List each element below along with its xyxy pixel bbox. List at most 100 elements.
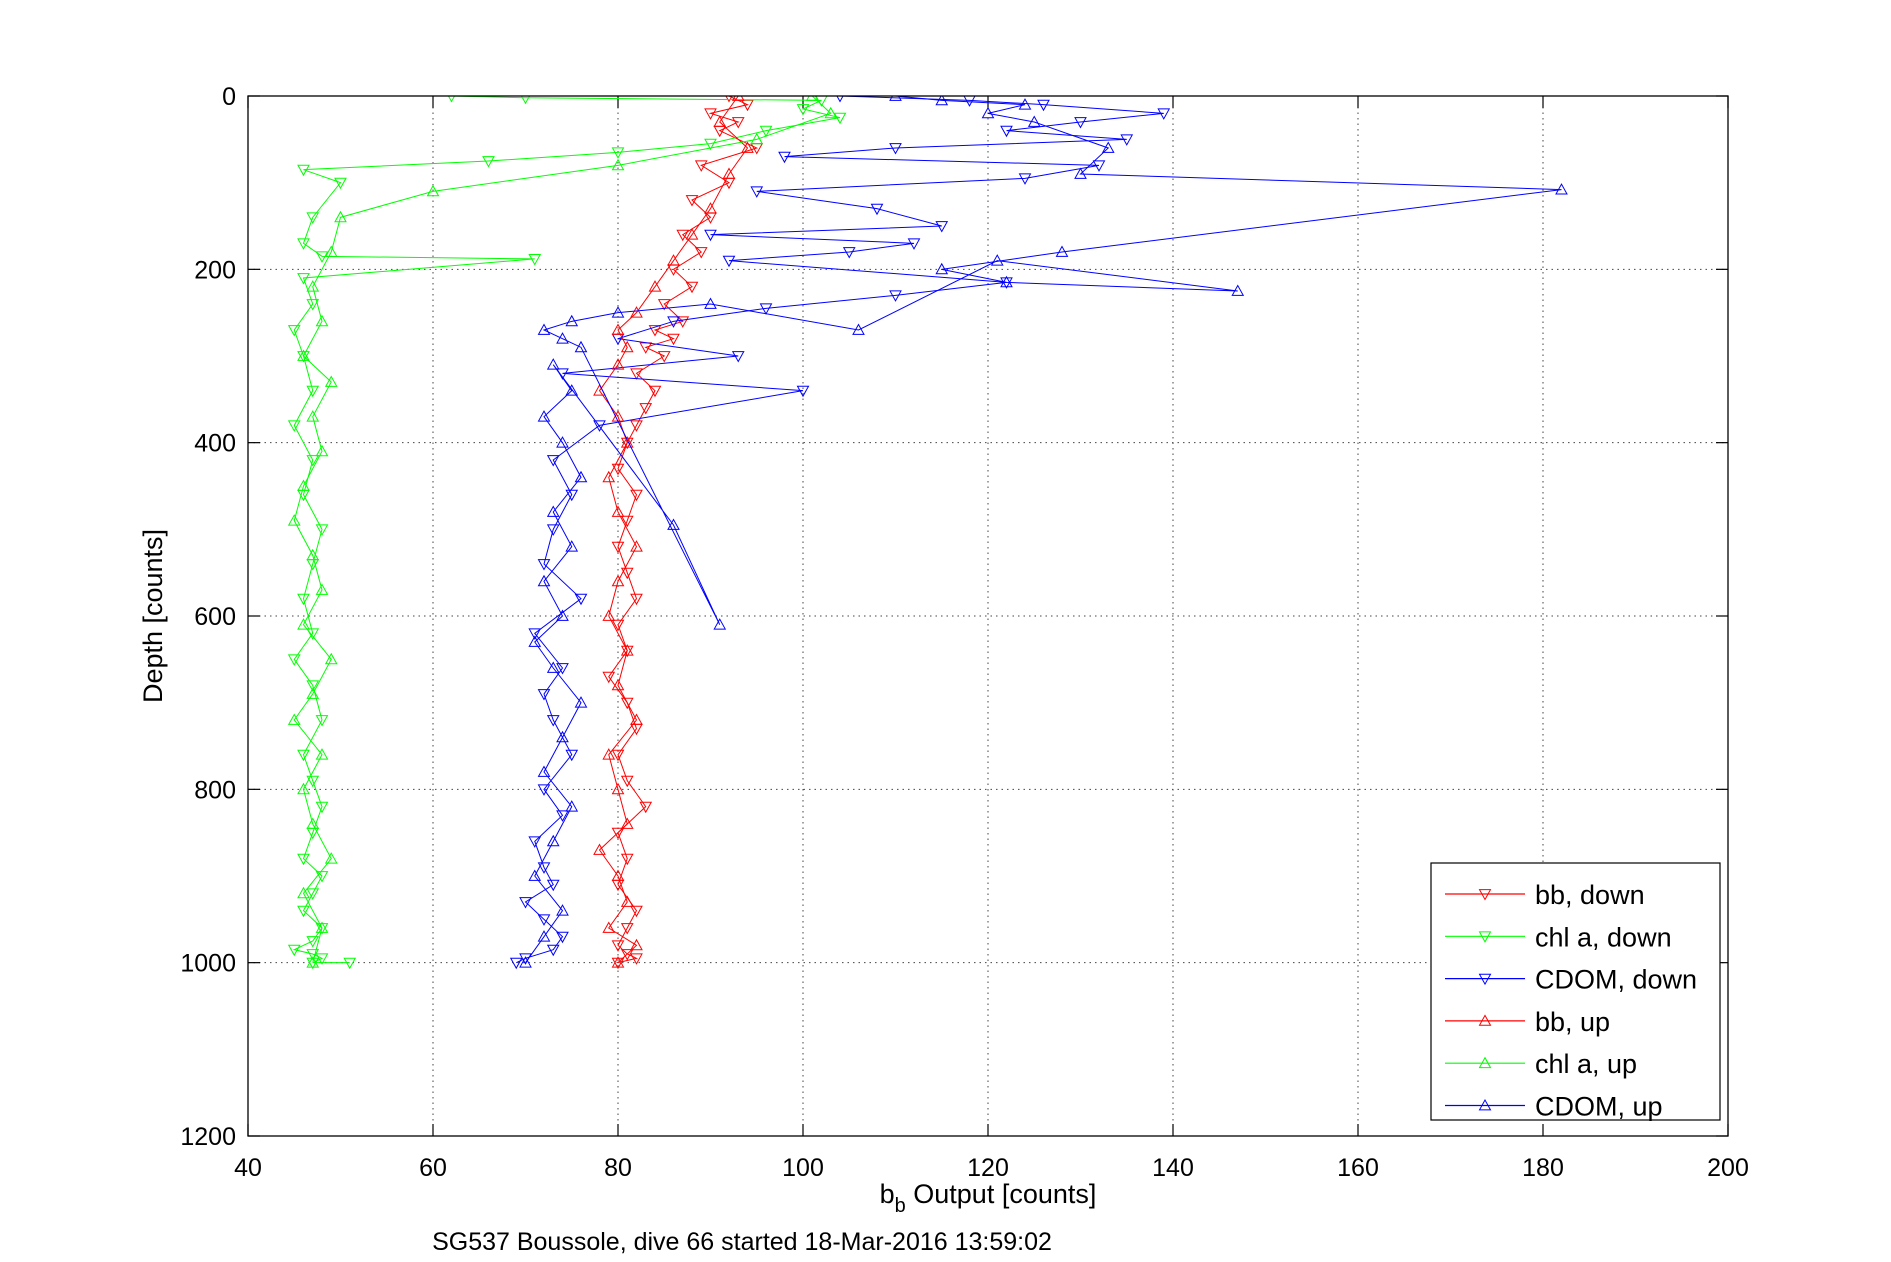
x-axis-label-rest: Output [counts]	[906, 1179, 1097, 1209]
x-tick-label: 40	[234, 1154, 262, 1182]
data-point	[297, 618, 310, 630]
data-point	[935, 262, 949, 275]
x-tick-label: 80	[604, 1154, 632, 1182]
data-point	[324, 245, 338, 257]
data-point	[556, 609, 569, 621]
data-point	[694, 247, 708, 259]
data-point	[343, 957, 357, 970]
data-point	[334, 210, 347, 223]
legend-marker	[1478, 931, 1492, 943]
data-point	[731, 351, 745, 363]
data-point	[297, 238, 310, 250]
legend-label: bb, down	[1535, 880, 1645, 910]
legend-marker	[1478, 1056, 1492, 1069]
data-point	[297, 593, 310, 606]
data-point	[565, 540, 579, 552]
data-point	[565, 314, 579, 327]
data-point	[315, 314, 329, 327]
data-point	[620, 817, 634, 829]
data-point	[611, 463, 625, 476]
data-point	[537, 914, 551, 926]
data-point	[833, 112, 847, 125]
legend: bb, down chl a, down CDOM, down bb, up chl a…	[1430, 862, 1721, 1122]
data-point	[315, 251, 329, 263]
data-point	[315, 871, 329, 883]
series-line	[608, 96, 759, 964]
data-point	[593, 420, 606, 432]
data-point	[611, 957, 625, 970]
data-point	[528, 254, 542, 266]
series-line	[525, 96, 1562, 963]
x-tick-label: 60	[419, 1154, 447, 1182]
data-point	[657, 299, 671, 311]
data-point	[306, 775, 320, 788]
data-point	[630, 306, 643, 318]
data-point	[426, 184, 440, 197]
series-line	[516, 96, 1164, 964]
data-point	[528, 628, 542, 640]
data-point	[537, 689, 551, 701]
data-point	[306, 817, 320, 829]
data-point	[620, 567, 634, 580]
data-point	[667, 316, 680, 328]
data-point	[287, 713, 301, 725]
data-point	[1027, 115, 1041, 127]
data-point	[297, 351, 310, 363]
data-point	[611, 782, 625, 795]
y-tick-label: 600	[194, 603, 236, 631]
data-point	[611, 940, 625, 952]
series-4	[593, 96, 754, 968]
data-point	[611, 869, 625, 881]
data-point	[324, 852, 338, 864]
data-point	[750, 132, 764, 145]
data-point	[935, 96, 949, 106]
series-3	[509, 96, 1171, 970]
x-tick-label: 100	[782, 1154, 824, 1182]
data-point	[611, 147, 625, 159]
data-point	[648, 385, 662, 398]
data-point	[704, 138, 717, 151]
legend-label: CDOM, up	[1535, 1092, 1663, 1122]
x-tick-label: 120	[967, 1154, 1009, 1182]
data-point	[630, 420, 643, 432]
data-point	[611, 541, 625, 554]
data-point	[778, 151, 791, 164]
data-point	[306, 385, 320, 398]
data-point	[611, 619, 625, 632]
data-point	[537, 574, 551, 587]
data-point	[287, 325, 301, 337]
data-point	[1101, 141, 1115, 153]
data-point	[759, 303, 773, 315]
data-point	[741, 141, 754, 153]
data-point	[528, 869, 542, 881]
series-2	[287, 96, 847, 970]
data-point	[315, 801, 329, 814]
y-axis-label: Depth [counts]	[138, 529, 168, 703]
x-axis-label-main: b	[880, 1179, 895, 1209]
data-point	[602, 671, 616, 684]
data-point	[306, 687, 320, 699]
data-point	[297, 853, 310, 866]
data-point	[620, 437, 634, 450]
series-layer	[287, 96, 1568, 970]
data-point	[565, 800, 579, 812]
data-point	[546, 455, 560, 467]
data-point	[306, 680, 320, 692]
data-point	[306, 888, 320, 900]
y-tick-labels: 0 200 400 600 800 1000 1200	[180, 83, 236, 1151]
data-point	[1555, 183, 1568, 195]
data-point	[630, 540, 643, 552]
data-point	[306, 410, 320, 422]
data-point	[287, 420, 301, 432]
data-point	[630, 489, 643, 502]
data-point	[667, 333, 680, 346]
data-point	[611, 956, 625, 968]
data-point	[704, 202, 717, 214]
data-point	[297, 905, 310, 918]
legend-marker	[1478, 1014, 1492, 1026]
data-point	[907, 238, 921, 250]
data-point	[620, 949, 634, 961]
data-point	[1037, 99, 1050, 112]
data-point	[306, 280, 320, 292]
data-point	[306, 936, 320, 948]
